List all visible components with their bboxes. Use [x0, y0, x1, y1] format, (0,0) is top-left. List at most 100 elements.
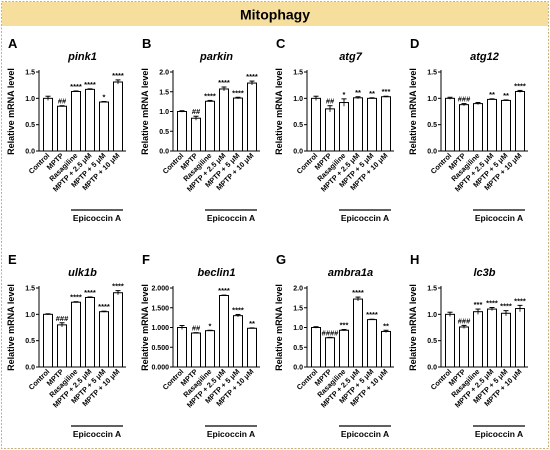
bar	[339, 329, 349, 368]
significance-label: ****	[514, 81, 526, 90]
bar	[311, 97, 321, 152]
y-axis-label: Relative mRNA level	[408, 284, 418, 371]
bar	[247, 82, 257, 152]
significance-label: ###	[56, 314, 69, 323]
y-tick-label: 0.500	[151, 345, 169, 352]
panel-title: ambra1a	[328, 267, 373, 279]
bar	[353, 97, 363, 152]
y-axis-label: Relative mRNA level	[274, 284, 284, 371]
y-tick-label: 0.0	[427, 365, 437, 372]
y-tick-label: 2.000	[151, 286, 169, 293]
y-tick-label: 1.000	[151, 325, 169, 332]
significance-label: ****	[500, 302, 512, 311]
y-tick-label: 0.5	[25, 122, 35, 129]
y-tick-label: 1.0	[25, 96, 35, 103]
bar	[205, 100, 215, 152]
y-tick-label: 1.0	[25, 312, 35, 319]
panel-title: atg7	[339, 51, 363, 63]
significance-label: ****	[98, 302, 110, 311]
bar	[233, 315, 243, 368]
panel-letter: A	[8, 36, 18, 51]
group-label: Epicoccin A	[207, 429, 255, 439]
bar	[445, 97, 455, 152]
panel-title: beclin1	[198, 267, 236, 279]
significance-label: **	[355, 88, 361, 97]
y-tick-label: 0.5	[293, 122, 303, 129]
bar	[473, 311, 483, 368]
bar	[459, 104, 469, 152]
significance-label: ##	[58, 97, 67, 106]
bar	[99, 101, 109, 152]
y-tick-label: 1.5	[159, 89, 169, 96]
significance-label: ****	[246, 72, 258, 81]
y-tick-label: 1.5	[427, 70, 437, 77]
y-axis-label: Relative mRNA level	[6, 68, 16, 155]
bar	[191, 117, 201, 152]
bar	[367, 97, 377, 152]
significance-label: ****	[112, 71, 124, 80]
bar	[381, 96, 391, 152]
y-axis-label: Relative mRNA level	[140, 68, 150, 155]
y-tick-label: 1.0	[427, 96, 437, 103]
y-tick-label: 1.5	[25, 70, 35, 77]
panel-letter: G	[276, 252, 286, 267]
figure-title: Mitophagy	[240, 7, 310, 23]
y-tick-label: 1.5	[293, 305, 303, 312]
bar	[487, 308, 497, 368]
panel-letter: H	[410, 252, 419, 267]
bar	[381, 330, 391, 368]
significance-label: ###	[458, 95, 471, 104]
significance-label: ****	[486, 298, 498, 307]
group-label: Epicoccin A	[341, 213, 389, 223]
bar	[233, 97, 243, 152]
y-tick-label: 0.0	[293, 365, 303, 372]
y-tick-label: 0.0	[25, 365, 35, 372]
panel-letter: E	[8, 252, 17, 267]
bar	[367, 319, 377, 368]
significance-label: **	[249, 319, 255, 328]
y-tick-label: 0.0	[427, 149, 437, 156]
significance-label: **	[369, 89, 375, 98]
bar	[515, 308, 525, 368]
bar	[99, 311, 109, 368]
significance-label: *	[103, 92, 106, 101]
significance-label: ****	[204, 91, 216, 100]
group-label: Epicoccin A	[73, 213, 121, 223]
y-tick-label: 2.0	[293, 286, 303, 293]
group-label: Epicoccin A	[207, 213, 255, 223]
significance-label: ****	[514, 296, 526, 305]
bar	[205, 330, 215, 368]
group-label: Epicoccin A	[73, 429, 121, 439]
bar	[85, 296, 95, 368]
y-tick-label: 0.5	[293, 345, 303, 352]
y-tick-label: 1.0	[159, 109, 169, 116]
bar	[177, 327, 187, 368]
bar	[353, 298, 363, 368]
significance-label: ****	[218, 78, 230, 87]
significance-label: **	[383, 321, 389, 330]
group-label: Epicoccin A	[341, 429, 389, 439]
bar	[501, 312, 511, 368]
significance-label: ****	[84, 288, 96, 297]
bar	[85, 88, 95, 152]
y-axis-label: Relative mRNA level	[6, 284, 16, 371]
y-tick-label: 0.5	[159, 129, 169, 136]
bar	[445, 313, 455, 368]
significance-label: **	[503, 91, 509, 100]
header-band	[2, 2, 548, 26]
y-tick-label: 1.5	[427, 286, 437, 293]
group-label: Epicoccin A	[475, 429, 523, 439]
significance-label: ***	[340, 320, 349, 329]
bar	[219, 295, 229, 368]
significance-label: ##	[326, 97, 335, 106]
bar	[487, 98, 497, 152]
panel-letter: F	[142, 252, 150, 267]
y-axis-label: Relative mRNA level	[274, 68, 284, 155]
significance-label: ###	[458, 316, 471, 325]
panel-title: lc3b	[473, 267, 495, 279]
significance-label: ****	[366, 310, 378, 319]
significance-label: ##	[192, 324, 201, 333]
bar	[311, 327, 321, 368]
